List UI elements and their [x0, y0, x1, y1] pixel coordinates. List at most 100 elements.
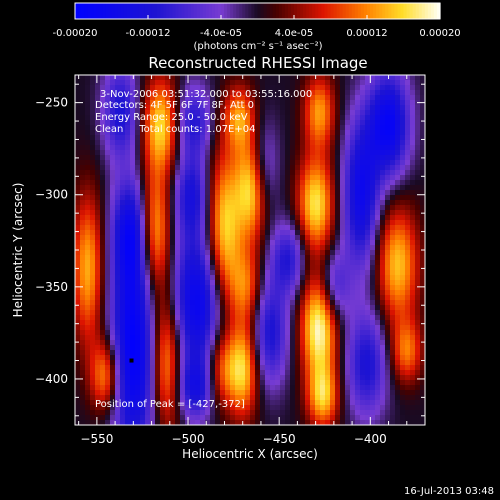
heatmap-cell	[360, 290, 366, 296]
heatmap-cell	[300, 175, 306, 181]
heatmap-cell	[405, 170, 411, 176]
heatmap-cell	[290, 410, 296, 416]
heatmap-cell	[290, 225, 296, 231]
heatmap-cell	[165, 410, 171, 416]
heatmap-cell	[360, 240, 366, 246]
heatmap-cell	[115, 325, 121, 331]
heatmap-cell	[260, 260, 266, 266]
heatmap-cell	[105, 380, 111, 386]
heatmap-cell	[130, 330, 136, 336]
heatmap-cell	[215, 270, 221, 276]
heatmap-cell	[275, 225, 281, 231]
heatmap-cell	[300, 130, 306, 136]
heatmap-cell	[385, 280, 391, 286]
heatmap-cell	[200, 325, 206, 331]
colorbar-strip	[281, 3, 286, 19]
heatmap-cell	[280, 245, 286, 251]
heatmap-cell	[135, 410, 141, 416]
heatmap-cell	[300, 390, 306, 396]
heatmap-cell	[320, 265, 326, 271]
heatmap-cell	[225, 390, 231, 396]
heatmap-cell	[330, 320, 336, 326]
heatmap-cell	[340, 350, 346, 356]
heatmap-cell	[120, 105, 126, 111]
heatmap-cell	[415, 145, 421, 151]
heatmap-cell	[390, 185, 396, 191]
heatmap-cell	[85, 220, 91, 226]
heatmap-cell	[220, 240, 226, 246]
heatmap-cell	[280, 240, 286, 246]
heatmap-cell	[180, 185, 186, 191]
heatmap-cell	[155, 205, 161, 211]
heatmap-cell	[200, 220, 206, 226]
heatmap-cell	[245, 295, 251, 301]
heatmap-cell	[120, 125, 126, 131]
heatmap-cell	[345, 165, 351, 171]
colorbar-strip	[385, 3, 389, 19]
heatmap-cell	[160, 350, 166, 356]
heatmap-cell	[90, 185, 96, 191]
heatmap-cell	[125, 175, 131, 181]
heatmap-cell	[125, 260, 131, 266]
heatmap-cell	[165, 325, 171, 331]
heatmap-cell	[160, 380, 166, 386]
heatmap-cell	[410, 160, 416, 166]
heatmap-cell	[125, 290, 131, 296]
heatmap-cell	[280, 390, 286, 396]
heatmap-cell	[380, 240, 386, 246]
heatmap-cell	[185, 200, 191, 206]
heatmap-cell	[305, 100, 311, 106]
heatmap-cell	[375, 225, 381, 231]
heatmap-cell	[155, 275, 161, 281]
heatmap-cell	[230, 410, 236, 416]
heatmap-cell	[310, 210, 316, 216]
heatmap-cell	[100, 165, 106, 171]
heatmap-cell	[110, 105, 116, 111]
heatmap-cell	[300, 295, 306, 301]
heatmap-cell	[100, 335, 106, 341]
heatmap-cell	[190, 135, 196, 141]
heatmap-cell	[390, 160, 396, 166]
colorbar-strip	[114, 3, 119, 19]
heatmap-cell	[85, 90, 91, 96]
heatmap-cell	[270, 275, 276, 281]
heatmap-cell	[130, 255, 136, 261]
heatmap-cell	[195, 170, 201, 176]
heatmap-cell	[150, 400, 156, 406]
heatmap-cell	[415, 370, 421, 376]
heatmap-cell	[255, 370, 261, 376]
heatmap-cell	[330, 335, 336, 341]
heatmap-cell	[280, 185, 286, 191]
heatmap-cell	[335, 250, 341, 256]
colorbar-strip	[354, 3, 359, 19]
heatmap-cell	[180, 260, 186, 266]
heatmap-cell	[245, 115, 251, 121]
heatmap-cell	[370, 150, 376, 156]
heatmap-cell	[385, 255, 391, 261]
heatmap-cell	[240, 340, 246, 346]
heatmap-cell	[340, 210, 346, 216]
heatmap-cell	[315, 280, 321, 286]
heatmap-cell	[410, 360, 416, 366]
heatmap-cell	[370, 245, 376, 251]
heatmap-cell	[310, 275, 316, 281]
heatmap-cell	[100, 400, 106, 406]
heatmap-cell	[130, 245, 136, 251]
heatmap-cell	[105, 160, 111, 166]
heatmap-cell	[175, 410, 181, 416]
heatmap-cell	[365, 270, 371, 276]
heatmap-cell	[355, 310, 361, 316]
colorbar-strip	[184, 3, 189, 19]
heatmap-cell	[160, 420, 166, 426]
heatmap-cell	[110, 360, 116, 366]
heatmap-cell	[290, 265, 296, 271]
heatmap-cell	[190, 115, 196, 121]
heatmap-cell	[290, 335, 296, 341]
heatmap-cell	[355, 330, 361, 336]
heatmap-cell	[320, 110, 326, 116]
heatmap-cell	[335, 265, 341, 271]
heatmap-cell	[410, 130, 416, 136]
heatmap-cell	[420, 260, 426, 266]
heatmap-cell	[385, 230, 391, 236]
heatmap-cell	[180, 400, 186, 406]
